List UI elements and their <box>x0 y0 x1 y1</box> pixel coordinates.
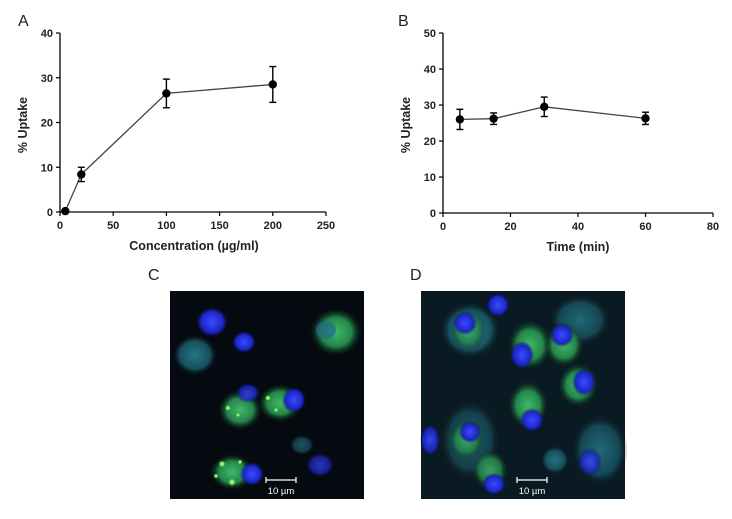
panel-letter-a: A <box>18 13 29 30</box>
chart-b-ytick-label-3: 30 <box>424 100 436 112</box>
chart-b-xtick-label-2: 40 <box>572 221 584 233</box>
chart-a-point-2 <box>162 89 171 98</box>
chart-a-ytick-label-3: 30 <box>41 73 53 85</box>
chart-a-ytick-label-4: 40 <box>41 28 53 40</box>
micrograph-d: 10 µm <box>420 291 628 499</box>
chart-b-xtick-label-1: 20 <box>504 221 516 233</box>
micrograph-c: 10 µm <box>170 291 364 499</box>
chart-a-axes <box>59 33 326 213</box>
chart-b-point-3 <box>641 114 650 123</box>
chart-b-xtick-label-3: 60 <box>639 221 651 233</box>
chart-b-point-1 <box>489 114 498 123</box>
chart-a-xlabel: Concentration (µg/ml) <box>129 239 258 253</box>
chart-b: 0 20 40 60 80 0 10 20 30 40 50 % Uptake Time (min) <box>399 28 719 254</box>
scale-bar-c-label: 10 µm <box>268 486 295 497</box>
chart-b-ylabel: % Uptake <box>399 97 413 153</box>
panel-letter-d: D <box>410 267 422 284</box>
chart-b-ytick-label-2: 20 <box>424 136 436 148</box>
chart-b-xtick-label-0: 0 <box>440 221 446 233</box>
chart-a-xtick-label-4: 200 <box>264 220 282 232</box>
panel-letter-b: B <box>398 13 409 30</box>
chart-a-ytick-label-0: 0 <box>47 207 53 219</box>
chart-a-point-0 <box>61 206 70 216</box>
chart-a-ytick-label-2: 20 <box>41 118 53 130</box>
panel-letter-c: C <box>148 267 160 284</box>
chart-b-ytick-label-1: 10 <box>424 172 436 184</box>
chart-a-xtick-label-0: 0 <box>57 220 63 232</box>
chart-a-xtick-label-5: 250 <box>317 220 335 232</box>
chart-a-series-line-0 <box>64 83 273 212</box>
chart-a: 0 50 100 150 200 250 0 10 20 30 40 % Uptake Concen… <box>16 28 335 253</box>
chart-a-point-1 <box>77 170 86 179</box>
chart-b-ytick-label-0: 0 <box>430 208 436 220</box>
chart-b-xlabel: Time (min) <box>547 240 610 254</box>
chart-b-point-0 <box>455 115 465 124</box>
chart-a-xtick-label-1: 50 <box>107 220 119 232</box>
scale-bar-c: 10 µm <box>265 477 297 497</box>
chart-a-xtick-label-3: 150 <box>210 220 228 232</box>
chart-b-axes <box>442 33 713 214</box>
chart-a-point-3 <box>268 80 277 89</box>
chart-b-ytick-label-5: 50 <box>424 28 436 40</box>
chart-b-xtick-label-4: 80 <box>707 221 719 233</box>
chart-a-ylabel: % Uptake <box>16 97 30 153</box>
chart-b-point-2 <box>540 102 549 112</box>
chart-a-xtick-label-2: 100 <box>157 220 175 232</box>
scale-bar-d: 10 µm <box>516 477 548 497</box>
chart-b-ytick-label-4: 40 <box>424 64 436 76</box>
scale-bar-d-label: 10 µm <box>519 486 546 497</box>
chart-a-ytick-label-1: 10 <box>41 162 53 174</box>
chart-b-series-line-0 <box>459 106 646 121</box>
